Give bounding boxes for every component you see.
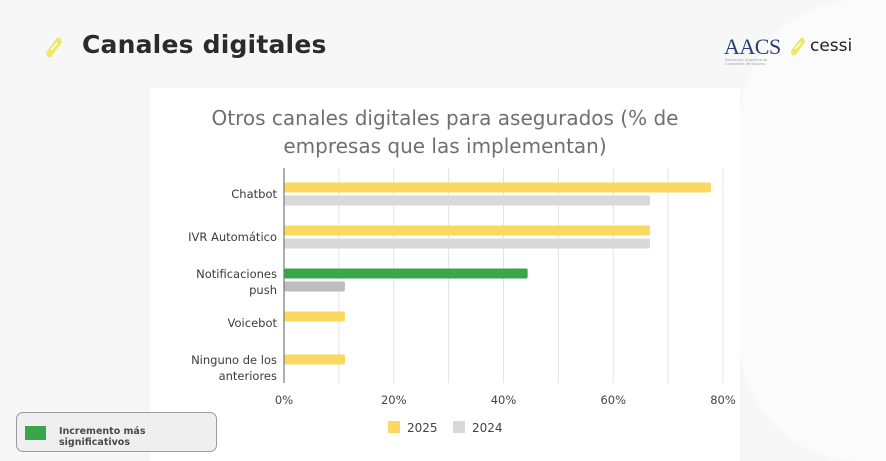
chart-title: Otros canales digitales para asegurados … xyxy=(180,104,710,160)
highlight-legend: Incremento más significativos xyxy=(16,412,217,452)
category-label: Chatbot xyxy=(231,187,277,201)
aacs-logo: AACS xyxy=(724,34,781,59)
category-label: IVR Automático xyxy=(188,230,277,244)
legend-label-2024: 2024 xyxy=(472,421,503,435)
bar-2025 xyxy=(284,354,345,365)
aacs-logo-subtitle: Asociación Argentina de Compañías de Seg… xyxy=(725,58,768,66)
page-title: Canales digitales xyxy=(82,30,327,59)
highlight-legend-swatch xyxy=(25,426,46,440)
legend-swatch-2025 xyxy=(388,421,400,433)
bar-2024 xyxy=(284,238,651,249)
x-tick-label: 40% xyxy=(491,393,517,407)
bar-2024 xyxy=(284,281,345,292)
category-label: Ninguno de los anteriores xyxy=(191,353,277,383)
cessi-logo: cessi xyxy=(810,36,853,56)
bar-2025 xyxy=(284,311,345,322)
highlight-legend-label: Incremento más significativos xyxy=(59,426,146,448)
chart-title-line-2: empresas que las implementan) xyxy=(283,134,607,158)
x-tick-label: 80% xyxy=(710,393,736,407)
bar-2025 xyxy=(284,225,651,236)
chart-title-line-1: Otros canales digitales para asegurados … xyxy=(211,106,679,130)
legend-swatch-2024 xyxy=(453,421,465,433)
bar-2025 xyxy=(284,268,528,279)
cessi-logo-icon xyxy=(790,37,806,56)
background-decoration xyxy=(740,0,886,461)
legend-label-2025: 2025 xyxy=(407,421,438,435)
bar-2025 xyxy=(284,182,711,193)
x-tick-label: 20% xyxy=(381,393,407,407)
category-label: Notificaciones push xyxy=(196,267,277,297)
x-tick-label: 0% xyxy=(275,393,293,407)
category-label: Voicebot xyxy=(228,316,278,330)
x-tick-label: 60% xyxy=(600,393,626,407)
bar-2024 xyxy=(284,195,651,206)
brand-mark-icon xyxy=(46,37,62,58)
